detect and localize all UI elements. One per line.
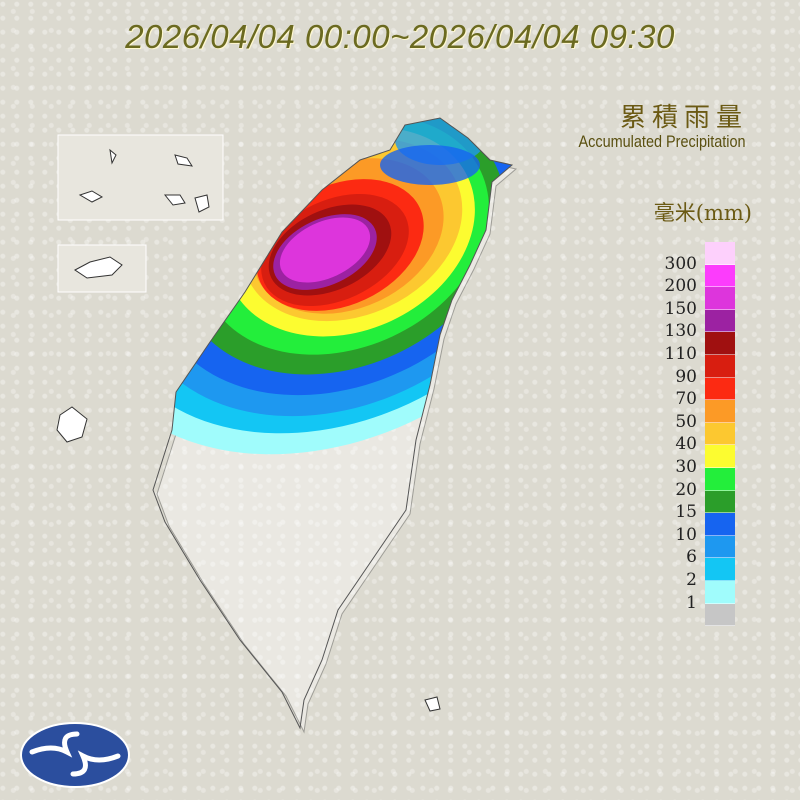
legend-swatch [705,377,735,401]
time-range-title: 2026/04/04 00:00~2026/04/04 09:30 [125,18,675,55]
taiwan-map [152,117,518,734]
rainfall-band [380,145,480,185]
cwa-logo [20,722,130,788]
legend-label: 110 [664,344,697,364]
legend-label: 15 [675,502,697,523]
rainfall-band [279,217,371,283]
legend-swatch [705,332,735,355]
legend-swatch [705,400,735,423]
legend-swatch [705,354,735,378]
legend-label: 300 [664,253,697,274]
legend-label: 150 [664,298,697,319]
legend-swatch [705,580,735,604]
legend-label: 200 [664,276,697,297]
legend-swatch [705,535,735,559]
matsu-islands [78,148,210,213]
legend-label: 30 [675,457,697,477]
legend-unit: 毫米(mm) [653,201,752,225]
legend-swatch [705,445,735,468]
legend-label: 6 [686,547,697,568]
color-legend [705,242,735,627]
legend-label: 1 [686,592,697,613]
legend-swatch [705,309,735,333]
legend-label: 70 [675,389,697,410]
legend-label: 90 [675,366,697,387]
legend-label: 50 [675,411,697,432]
legend-swatch [705,287,735,310]
penghu-islands [56,406,88,443]
kinmen-islands [74,256,123,279]
green-island [424,696,441,712]
legend-swatch [705,513,735,536]
legend-swatch [705,558,735,581]
legend-label: 20 [675,479,697,500]
legend-swatch [705,422,735,446]
legend-swatch [705,467,735,491]
legend-swatch [705,603,735,627]
legend-title-en: Accumulated Precipitation [578,132,746,151]
legend-title-zh: 累積雨量 [619,103,748,133]
legend-label: 10 [675,524,697,545]
legend-swatch [705,490,735,514]
legend-label: 2 [686,570,697,590]
legend-swatch [705,242,735,265]
legend-label: 130 [664,321,697,342]
inset-matsu [57,134,224,221]
legend-swatch [705,264,735,288]
legend-label: 40 [675,434,697,455]
